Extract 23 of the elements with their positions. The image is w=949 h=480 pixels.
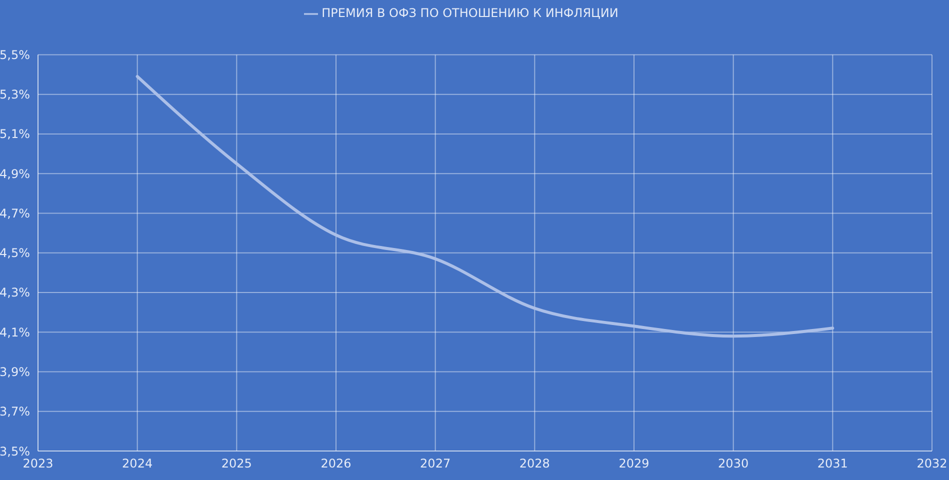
- y-tick-label: 4,9%: [0, 166, 30, 181]
- x-tick-label: 2023: [22, 456, 54, 471]
- x-tick-label: 2027: [420, 456, 451, 471]
- y-tick-label: 4,1%: [0, 325, 30, 340]
- x-tick-label: 2031: [817, 456, 848, 471]
- line-series: [136, 75, 834, 338]
- y-tick-label: 3,7%: [0, 404, 30, 419]
- x-tick-label: 2024: [122, 456, 153, 471]
- x-tick-label: 2030: [718, 456, 749, 471]
- y-tick-label: 5,3%: [0, 88, 30, 102]
- y-tick-label: 4,7%: [0, 206, 30, 220]
- y-tick-label: 5,5%: [0, 48, 30, 62]
- y-tick-label: 3,5%: [0, 444, 30, 458]
- x-tick-label: 2025: [221, 456, 252, 471]
- y-tick-label: 4,3%: [0, 286, 30, 300]
- y-tick-label: 5,1%: [0, 127, 30, 142]
- x-tick-label: 2029: [618, 456, 650, 471]
- y-tick-label: 4,5%: [0, 246, 30, 260]
- legend-label: ПРЕМИЯ В ОФЗ ПО ОТНОШЕНИЮ К ИНФЛЯЦИИ: [322, 6, 618, 20]
- x-tick-label: 2026: [320, 456, 352, 471]
- x-tick-label: 2028: [519, 456, 550, 471]
- y-tick-label: 3,9%: [0, 365, 30, 380]
- x-tick-label: 2032: [916, 456, 948, 471]
